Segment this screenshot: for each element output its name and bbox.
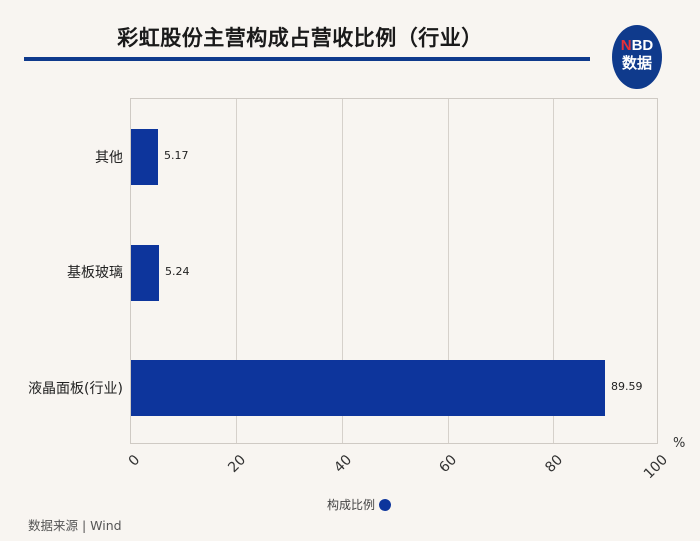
- legend-dot-icon: [379, 499, 392, 511]
- bar-基板玻璃[interactable]: [131, 245, 159, 301]
- bar-其他[interactable]: [131, 129, 158, 185]
- x-tick: 20: [225, 452, 250, 476]
- x-tick: 100: [641, 452, 672, 483]
- x-tick: 0: [125, 452, 144, 470]
- chart-title: 彩虹股份主营构成占营收比例（行业）: [117, 26, 483, 50]
- gridline-40: [342, 99, 343, 443]
- x-tick: 40: [331, 452, 356, 476]
- legend[interactable]: 构成比例: [327, 496, 392, 513]
- gridline-80: [553, 99, 554, 443]
- logo-accent-letter: N: [620, 37, 632, 54]
- legend-label: 构成比例: [327, 498, 376, 512]
- bar-液晶面板[interactable]: [131, 360, 605, 416]
- nbd-logo: NBD 数据: [612, 25, 662, 89]
- category-label: 基板玻璃: [67, 265, 123, 281]
- value-label: 5.24: [165, 265, 190, 278]
- gridline-20: [236, 99, 237, 443]
- category-label: 其他: [95, 150, 123, 166]
- gridline-60: [448, 99, 449, 443]
- x-tick: 60: [436, 452, 461, 476]
- axis-unit: %: [673, 436, 686, 451]
- x-tick: 80: [542, 452, 567, 476]
- logo-text: BD: [631, 37, 654, 54]
- value-label: 5.17: [164, 149, 189, 162]
- data-source: 数据来源 | Wind: [28, 518, 122, 533]
- category-label: 液晶面板(行业): [28, 381, 123, 397]
- value-label: 89.59: [611, 380, 643, 393]
- plot-area: 5.17 5.24 89.59: [130, 98, 658, 444]
- title-divider: [24, 57, 590, 61]
- logo-subtext: 数据: [621, 54, 652, 72]
